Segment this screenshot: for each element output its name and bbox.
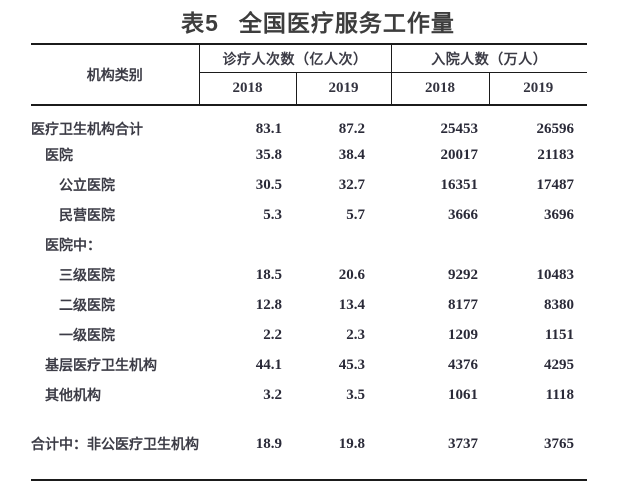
row-label: 合计中：非公医疗卫生机构 <box>31 436 199 452</box>
row-value: 25453 <box>440 121 479 137</box>
col-header-visits-2019: 2019 <box>296 72 392 106</box>
col-header-category: 机构类别 <box>31 44 200 106</box>
row-value: 30.5 <box>255 176 282 193</box>
row-value: 44.1 <box>255 356 282 373</box>
row-label: 基层医疗卫生机构 <box>45 356 157 373</box>
row-value: 45.3 <box>338 356 365 373</box>
row-value: 20.6 <box>338 266 365 283</box>
row-value: 26596 <box>536 121 575 137</box>
table-row: 医院 35.8 38.4 20017 21183 <box>31 140 587 170</box>
row-value: 18.9 <box>255 436 282 452</box>
table-title: 表5 全国医疗服务工作量 <box>0 0 636 39</box>
table-row: 合计中：非公医疗卫生机构 18.9 19.8 3737 3765 <box>31 410 587 480</box>
row-value: 3696 <box>544 206 574 223</box>
row-value: 12.8 <box>255 296 282 313</box>
row-value: 13.4 <box>338 296 365 313</box>
row-value: 20017 <box>440 146 479 163</box>
row-label: 医院中： <box>45 236 101 253</box>
col-header-admissions-2019: 2019 <box>489 72 587 106</box>
row-value: 3765 <box>544 436 574 452</box>
table-row: 一级医院 2.2 2.3 1209 1151 <box>31 320 587 350</box>
row-value <box>489 230 587 260</box>
row-value: 8177 <box>448 296 478 313</box>
row-value: 1118 <box>545 386 574 403</box>
medical-workload-table: 机构类别 诊疗人次数（亿人次） 入院人数（万人） 2018 2019 2018 … <box>31 43 587 481</box>
row-value: 5.7 <box>346 206 365 223</box>
row-value: 35.8 <box>255 146 282 163</box>
table-row: 民营医院 5.3 5.7 3666 3696 <box>31 200 587 230</box>
table-row: 其他机构 3.2 3.5 1061 1118 <box>31 380 587 410</box>
row-value: 1061 <box>448 386 478 403</box>
row-value: 2.3 <box>346 326 365 343</box>
row-value: 8380 <box>544 296 574 313</box>
row-value: 2.2 <box>263 326 282 343</box>
row-value: 3.2 <box>263 386 282 403</box>
row-value: 17487 <box>536 176 575 193</box>
row-value: 3737 <box>448 436 478 452</box>
row-value <box>391 230 489 260</box>
col-group-admissions: 入院人数（万人） <box>391 44 587 73</box>
row-label: 民营医院 <box>59 206 115 223</box>
row-label: 公立医院 <box>59 176 115 193</box>
row-label: 医疗卫生机构合计 <box>31 121 143 137</box>
row-value: 4295 <box>544 356 574 373</box>
table-row: 公立医院 30.5 32.7 16351 17487 <box>31 170 587 200</box>
table-title-text: 全国医疗服务工作量 <box>238 10 455 36</box>
row-label: 二级医院 <box>59 296 115 313</box>
row-value: 16351 <box>440 176 479 193</box>
row-label: 三级医院 <box>59 266 115 283</box>
row-value: 1151 <box>544 326 574 343</box>
row-value: 10483 <box>536 266 575 283</box>
row-value: 3.5 <box>346 386 365 403</box>
row-value: 19.8 <box>338 436 365 452</box>
col-header-admissions-2018: 2018 <box>391 72 490 106</box>
row-value: 18.5 <box>255 266 282 283</box>
col-header-visits-2018: 2018 <box>199 72 297 106</box>
row-value: 4376 <box>448 356 478 373</box>
row-value <box>199 230 296 260</box>
row-value: 32.7 <box>338 176 365 193</box>
row-value: 5.3 <box>263 206 282 223</box>
table-header: 机构类别 诊疗人次数（亿人次） 入院人数（万人） 2018 2019 2018 … <box>31 44 587 106</box>
col-group-visits: 诊疗人次数（亿人次） <box>199 44 392 73</box>
row-value: 3666 <box>448 206 478 223</box>
row-value: 21183 <box>537 146 574 163</box>
row-value: 87.2 <box>338 121 365 137</box>
row-label: 一级医院 <box>59 326 115 343</box>
row-value: 9292 <box>448 266 478 283</box>
row-label: 医院 <box>45 146 73 163</box>
table-row: 医院中： <box>31 230 587 260</box>
row-label: 其他机构 <box>45 386 101 403</box>
table-row: 二级医院 12.8 13.4 8177 8380 <box>31 290 587 320</box>
table-row: 基层医疗卫生机构 44.1 45.3 4376 4295 <box>31 350 587 380</box>
row-value: 1209 <box>448 326 478 343</box>
table-number: 表5 <box>181 10 219 36</box>
row-value <box>296 230 391 260</box>
table-body: 医疗卫生机构合计 83.1 87.2 25453 26596 医院 35.8 38.4 2001… <box>31 105 587 480</box>
table-row: 医疗卫生机构合计 83.1 87.2 25453 26596 <box>31 105 587 140</box>
table-row: 三级医院 18.5 20.6 9292 10483 <box>31 260 587 290</box>
row-value: 38.4 <box>338 146 365 163</box>
row-value: 83.1 <box>255 121 282 137</box>
